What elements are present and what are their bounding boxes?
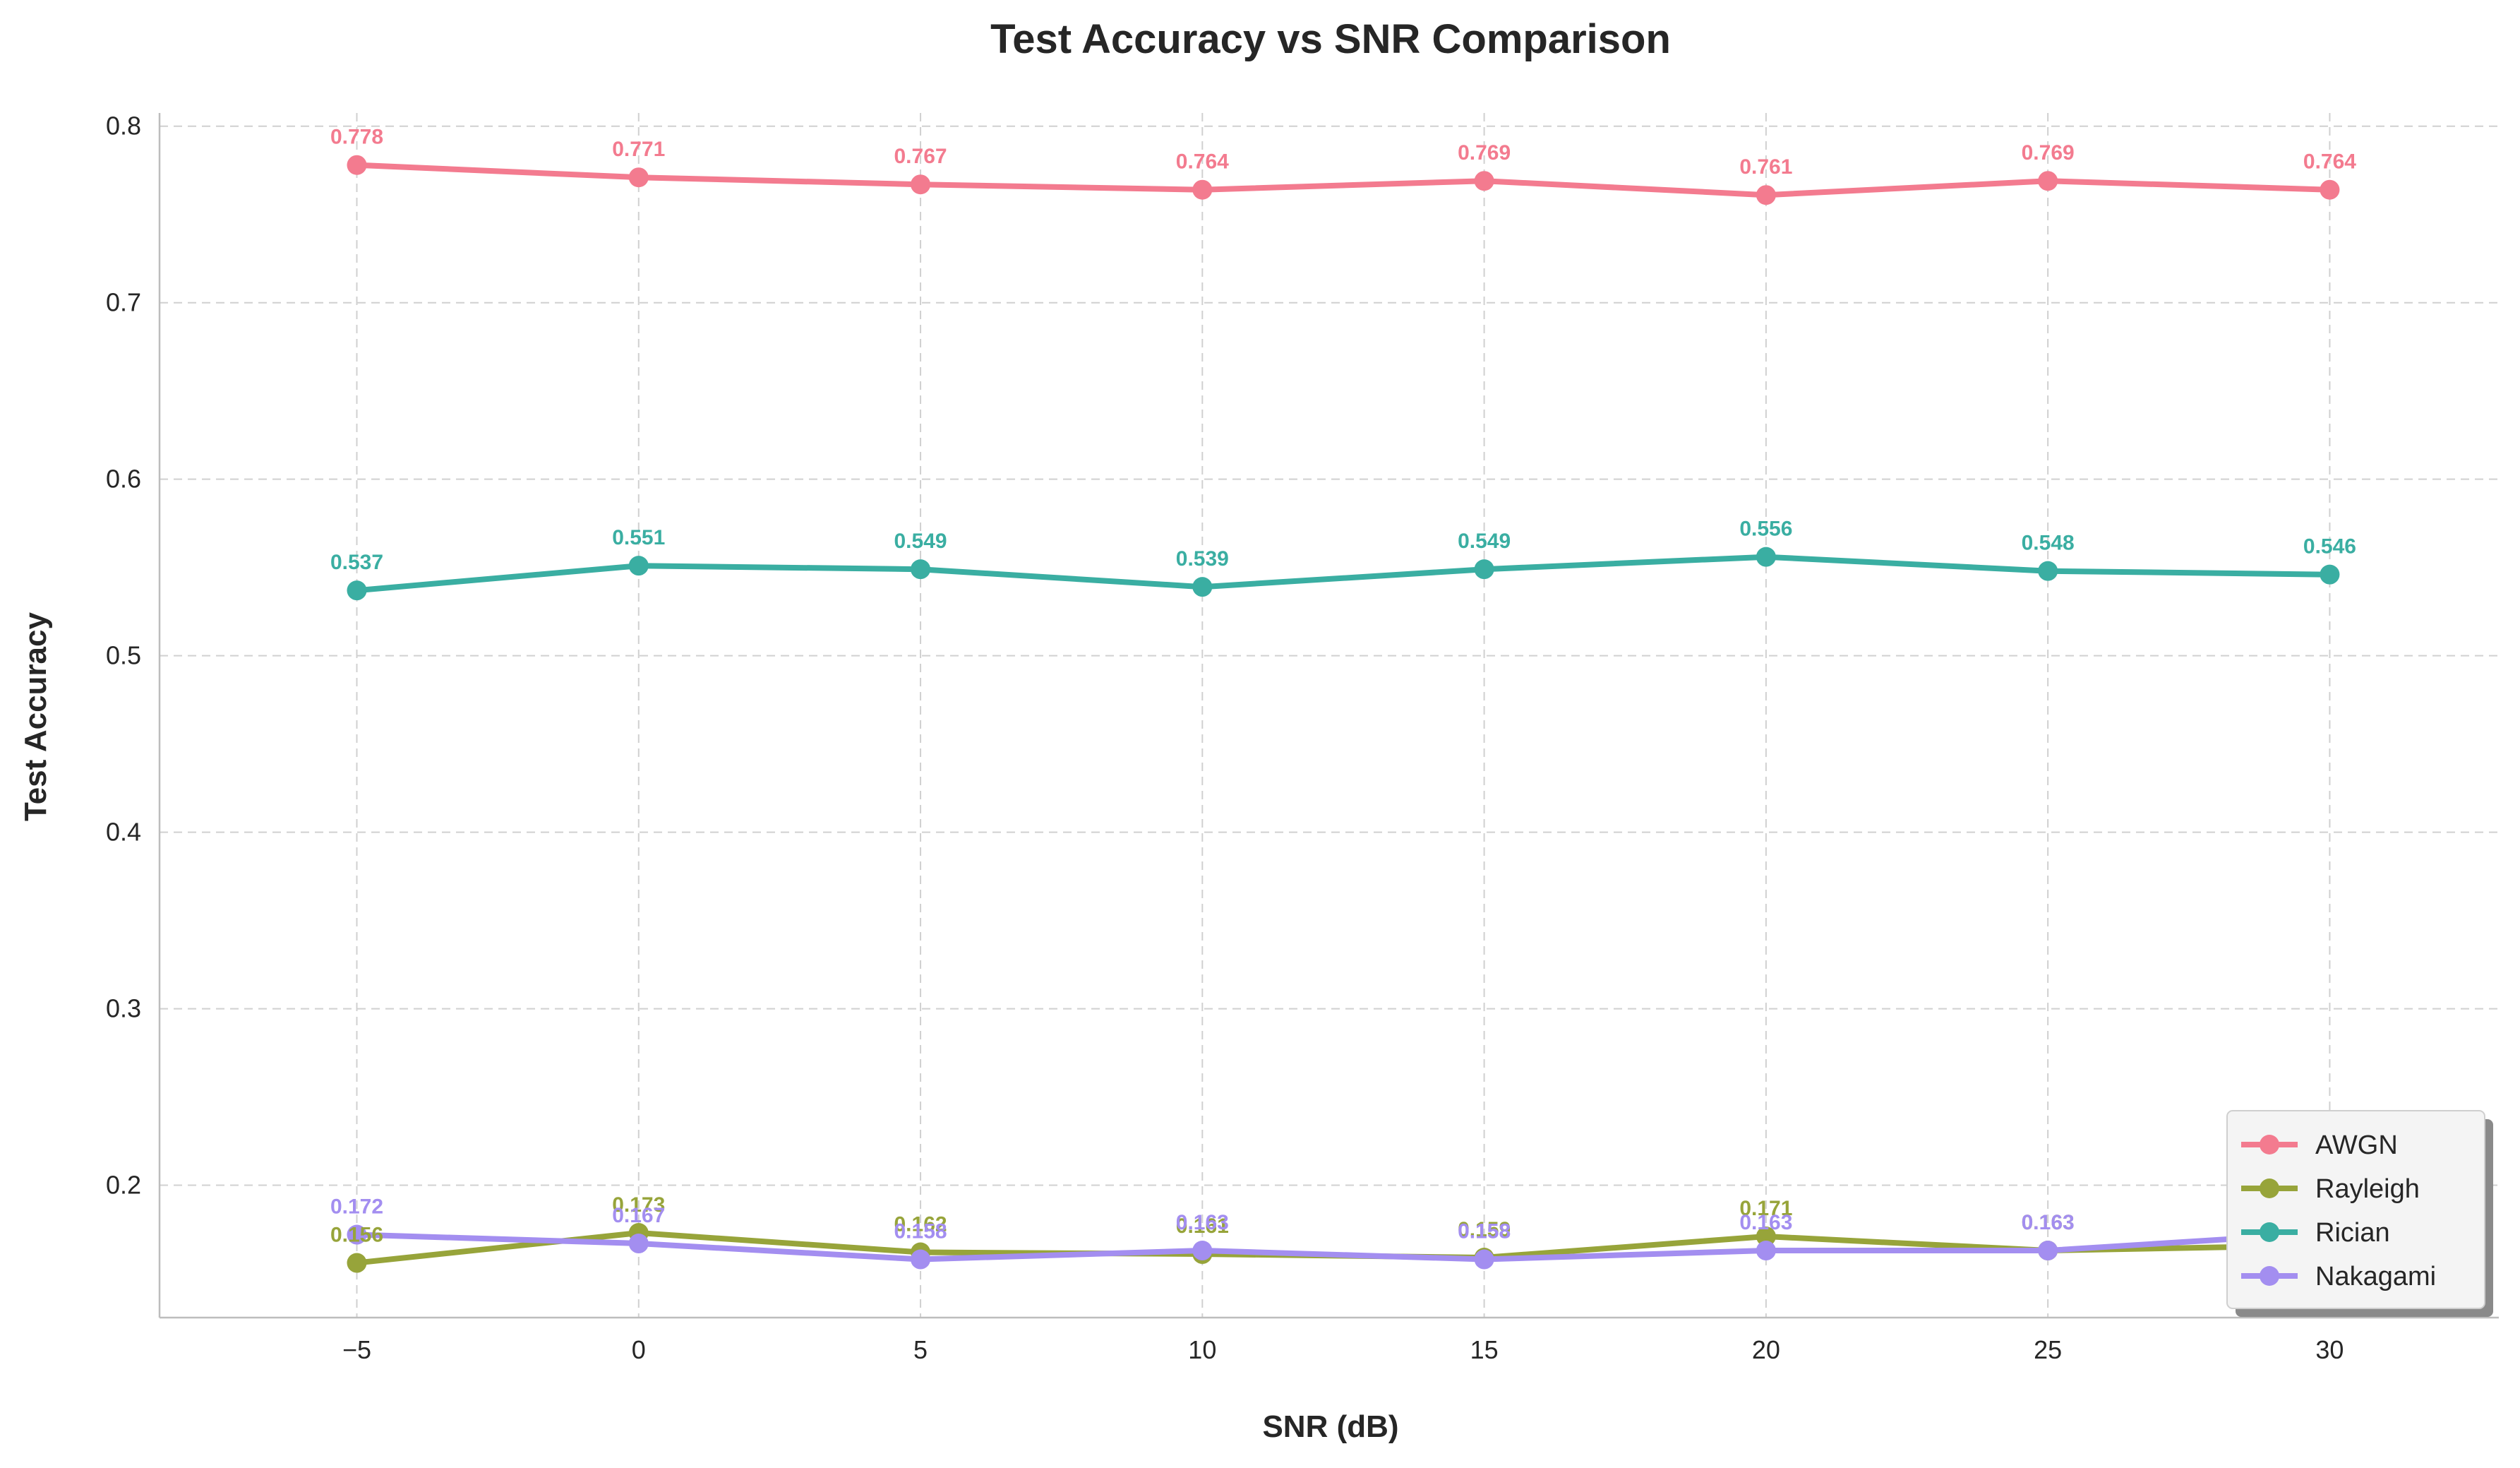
data-label-nakagami: 0.158 xyxy=(894,1220,947,1243)
legend-marker-rayleigh xyxy=(2260,1178,2279,1198)
data-label-nakagami: 0.163 xyxy=(1176,1211,1229,1234)
data-label-rician: 0.549 xyxy=(1458,530,1511,553)
y-tick-label: 0.8 xyxy=(106,112,141,141)
data-label-awgn: 0.764 xyxy=(1176,150,1229,174)
data-label-rician: 0.539 xyxy=(1176,547,1229,571)
legend: AWGN Rayleigh Rician Nakagami xyxy=(2226,1110,2493,1317)
data-point-awgn xyxy=(2320,179,2340,200)
data-label-rician: 0.548 xyxy=(2022,532,2075,555)
y-axis-label: Test Accuracy xyxy=(18,612,53,821)
data-labels: 0.778 0.771 0.767 0.764 0.769 0.761 0.769 0.764… xyxy=(330,126,2356,1247)
data-point-awgn xyxy=(1756,185,1776,205)
data-label-awgn: 0.778 xyxy=(330,126,383,149)
x-tick-label: 25 xyxy=(2034,1335,2062,1364)
legend-label-rician: Rician xyxy=(2315,1218,2390,1248)
data-label-nakagami: 0.172 xyxy=(330,1195,383,1219)
data-point-rician xyxy=(2038,561,2058,581)
data-point-nakagami xyxy=(911,1249,931,1270)
legend-marker-rician xyxy=(2260,1222,2279,1242)
data-point-awgn xyxy=(347,155,367,175)
legend-label-awgn: AWGN xyxy=(2315,1130,2398,1160)
data-point-awgn xyxy=(911,174,931,195)
x-tick-label: −5 xyxy=(342,1335,371,1364)
data-label-rayleigh: 0.161 xyxy=(1176,1215,1229,1238)
legend-marker-awgn xyxy=(2260,1135,2279,1154)
data-point-rician xyxy=(1474,559,1494,580)
data-label-nakagami: 0.163 xyxy=(1739,1211,1792,1234)
grid xyxy=(160,113,2499,1318)
chart-title: Test Accuracy vs SNR Comparison xyxy=(990,16,1671,62)
data-label-rician: 0.551 xyxy=(612,526,665,549)
data-point-nakagami xyxy=(628,1234,649,1254)
legend-box xyxy=(2226,1110,2485,1309)
x-tick-label: 15 xyxy=(1470,1335,1499,1364)
x-tick-label: 0 xyxy=(632,1335,646,1364)
data-point-rician xyxy=(347,580,367,601)
x-tick-label: 10 xyxy=(1188,1335,1216,1364)
data-label-awgn: 0.764 xyxy=(2303,150,2356,174)
data-point-awgn xyxy=(628,167,649,188)
data-label-rician: 0.549 xyxy=(894,530,947,553)
data-point-nakagami xyxy=(1756,1241,1776,1261)
series-line-nakagami xyxy=(354,1230,2333,1263)
data-label-rayleigh: 0.173 xyxy=(612,1193,665,1217)
data-point-rician xyxy=(1756,547,1776,567)
x-tick-label: 20 xyxy=(1752,1335,1780,1364)
data-label-rayleigh: 0.159 xyxy=(1458,1218,1511,1241)
data-point-rician xyxy=(628,556,649,576)
data-label-rician: 0.556 xyxy=(1739,518,1792,541)
data-point-nakagami xyxy=(347,1224,367,1245)
series-group xyxy=(347,155,2340,1273)
data-label-rayleigh: 0.156 xyxy=(330,1224,383,1247)
data-label-nakagami: 0.163 xyxy=(2022,1211,2075,1234)
data-label-awgn: 0.761 xyxy=(1739,155,1792,179)
legend-label-rayleigh: Rayleigh xyxy=(2315,1174,2420,1204)
legend-marker-nakagami xyxy=(2260,1266,2279,1286)
x-axis-label: SNR (dB) xyxy=(1262,1409,1398,1444)
data-point-awgn xyxy=(2038,171,2058,191)
y-tick-label: 0.7 xyxy=(106,288,141,317)
data-label-awgn: 0.771 xyxy=(612,138,665,161)
data-point-awgn xyxy=(1474,171,1494,191)
series-line-awgn xyxy=(354,162,2333,198)
data-point-awgn xyxy=(1192,179,1213,200)
data-point-rayleigh xyxy=(347,1253,367,1273)
legend-label-nakagami: Nakagami xyxy=(2315,1262,2436,1291)
y-tick-label: 0.6 xyxy=(106,465,141,494)
y-tick-label: 0.5 xyxy=(106,641,141,670)
data-label-rayleigh: 0.171 xyxy=(1739,1197,1792,1220)
data-point-nakagami xyxy=(1192,1241,1213,1261)
y-tick-label: 0.4 xyxy=(106,818,141,847)
axes xyxy=(158,113,2499,1319)
data-label-rician: 0.537 xyxy=(330,551,383,574)
x-tick-label: 30 xyxy=(2315,1335,2344,1364)
data-label-rician: 0.546 xyxy=(2303,535,2356,559)
data-point-nakagami xyxy=(2038,1241,2058,1261)
data-point-rician xyxy=(911,559,931,580)
data-point-rician xyxy=(2320,564,2340,585)
data-label-rayleigh: 0.163 xyxy=(2022,1211,2075,1234)
data-point-rician xyxy=(1192,577,1213,597)
data-label-nakagami: 0.167 xyxy=(612,1204,665,1227)
data-point-nakagami xyxy=(1474,1249,1494,1270)
y-tick-label: 0.3 xyxy=(106,994,141,1023)
data-label-awgn: 0.767 xyxy=(894,145,947,168)
tick-labels: −5 0 5 10 15 20 25 30 0.2 0.3 0.4 0.5 0.6 0.7 0.8 xyxy=(106,112,2344,1364)
data-label-awgn: 0.769 xyxy=(2022,141,2075,165)
data-point-rayleigh xyxy=(1756,1227,1776,1247)
data-label-awgn: 0.769 xyxy=(1458,141,1511,165)
data-label-rayleigh: 0.162 xyxy=(894,1213,947,1236)
x-tick-label: 5 xyxy=(913,1335,928,1364)
data-label-nakagami: 0.158 xyxy=(1458,1220,1511,1243)
y-tick-label: 0.2 xyxy=(106,1171,141,1200)
series-line-rician xyxy=(354,554,2333,594)
